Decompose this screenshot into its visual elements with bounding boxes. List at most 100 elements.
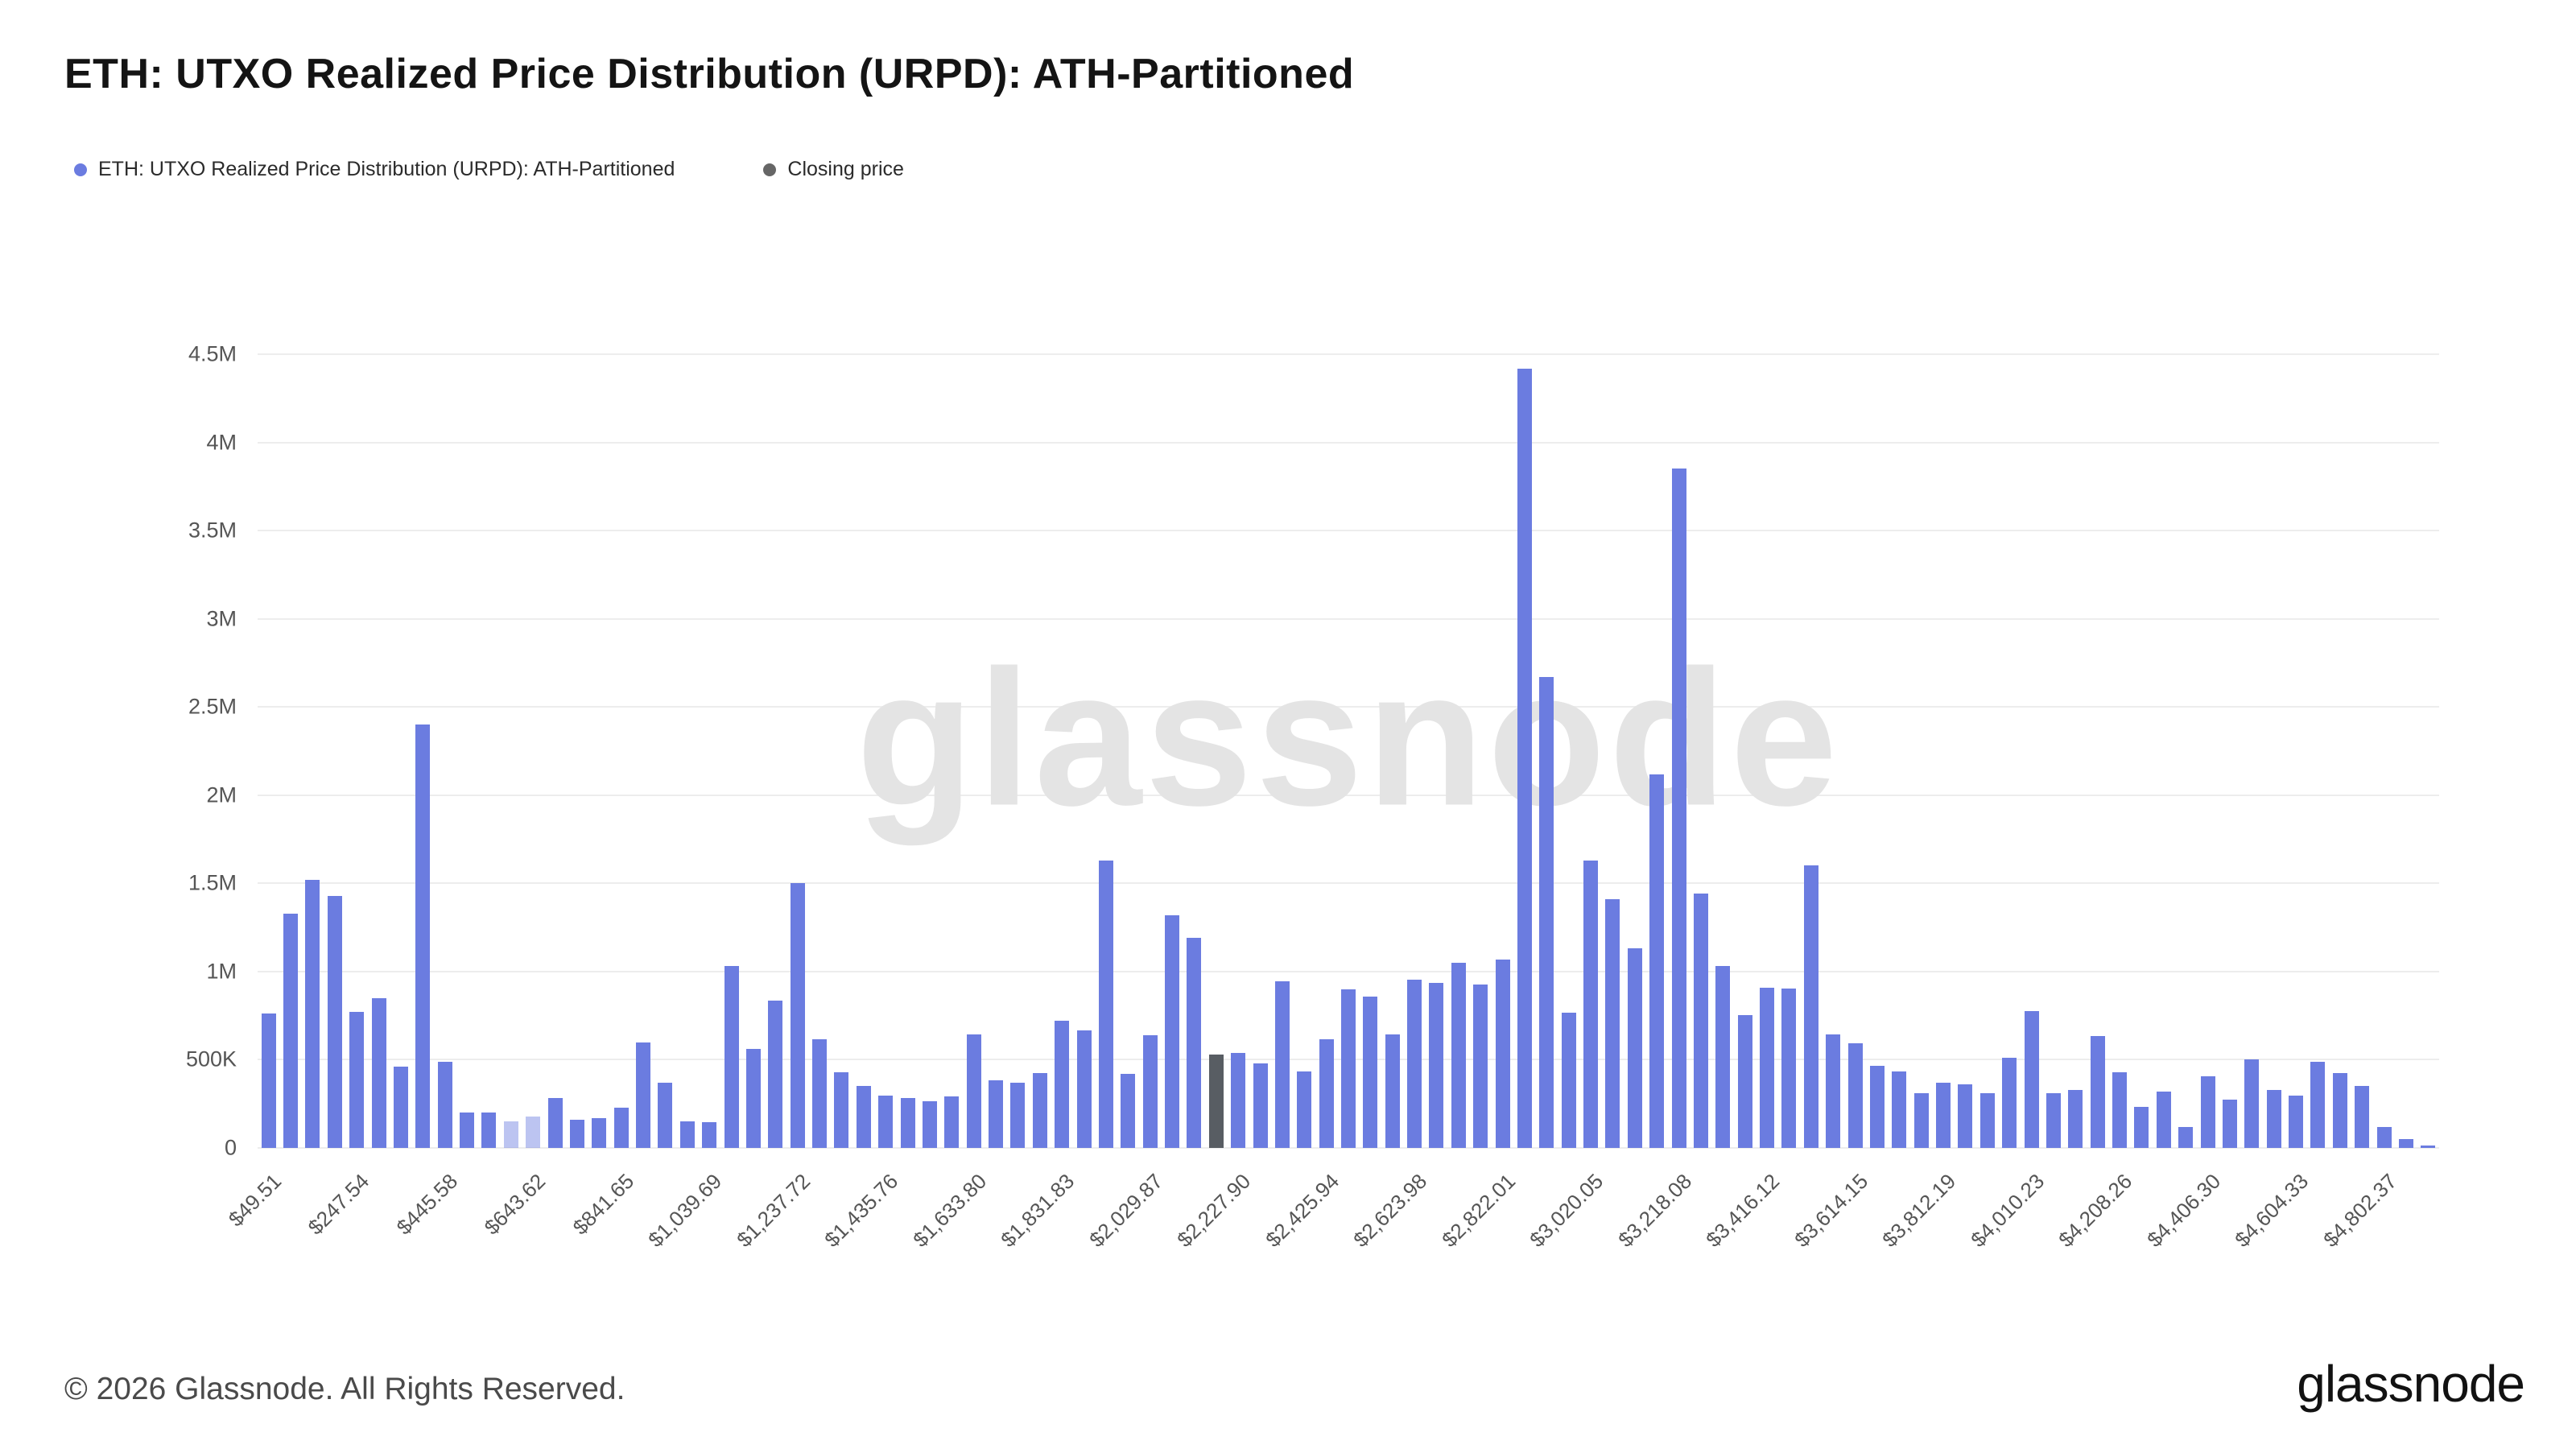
bar — [944, 1096, 960, 1148]
bar — [1913, 1093, 1929, 1148]
x-tick-label: $4,406.30 — [2141, 1169, 2225, 1253]
x-tick-label: $4,802.37 — [2318, 1169, 2401, 1253]
x-tick-label: $445.58 — [391, 1169, 462, 1240]
bar — [1363, 996, 1378, 1148]
bar — [1076, 1030, 1092, 1148]
bar — [1429, 983, 1444, 1148]
bar — [2090, 1035, 2105, 1148]
bar — [2178, 1126, 2194, 1148]
x-tick-label: $2,425.94 — [1260, 1169, 1344, 1253]
legend-item-closing-price[interactable]: Closing price — [763, 158, 904, 181]
bar — [1142, 1034, 1158, 1148]
bar — [1936, 1082, 1951, 1148]
bar — [1627, 948, 1642, 1148]
glassnode-logo: glassnode — [2297, 1355, 2525, 1413]
bar — [1187, 938, 1202, 1148]
bar — [2200, 1076, 2215, 1148]
bar — [1010, 1082, 1026, 1148]
bar — [569, 1119, 584, 1148]
bar — [460, 1113, 475, 1148]
plot-area: glassnode 0 500K 1M 1.5M 2M 2.5M 3M 3.5M 4M 4.5M $… — [186, 342, 2439, 1252]
y-tick-label: 0 — [224, 1135, 237, 1160]
x-tick-label: $2,227.90 — [1172, 1169, 1256, 1253]
bar — [1649, 774, 1665, 1148]
bar — [1583, 860, 1599, 1148]
bar — [2266, 1089, 2281, 1148]
y-tick-label: 1M — [206, 959, 237, 984]
gridline — [258, 353, 2439, 355]
legend-item-urpd[interactable]: ETH: UTXO Realized Price Distribution (U… — [74, 158, 675, 181]
closing-price-bar — [1208, 1054, 1224, 1148]
bar — [547, 1097, 563, 1148]
bar — [2222, 1099, 2237, 1148]
y-tick-label: 1.5M — [188, 870, 237, 895]
gridline — [258, 530, 2439, 532]
bar — [702, 1122, 717, 1148]
bar — [613, 1107, 629, 1148]
bar — [922, 1100, 937, 1148]
bar — [1098, 860, 1113, 1148]
bar — [526, 1116, 541, 1148]
y-tick-label: 3.5M — [188, 518, 237, 543]
chart-title: ETH: UTXO Realized Price Distribution (U… — [64, 51, 1355, 97]
y-tick-label: 3M — [206, 606, 237, 631]
y-tick-label: 4.5M — [188, 341, 237, 366]
bar — [1032, 1072, 1047, 1148]
bar — [834, 1071, 849, 1148]
bar — [2289, 1096, 2304, 1148]
bar — [1055, 1021, 1070, 1148]
bar — [2024, 1011, 2039, 1148]
legend: ETH: UTXO Realized Price Distribution (U… — [74, 158, 904, 181]
x-tick-label: $4,208.26 — [2054, 1169, 2137, 1253]
bar — [966, 1034, 981, 1148]
x-tick-label: $1,237.72 — [731, 1169, 815, 1253]
bar — [327, 895, 342, 1148]
x-tick-label: $3,812.19 — [1877, 1169, 1961, 1253]
bar — [856, 1086, 871, 1148]
bar — [1319, 1039, 1334, 1148]
x-tick-label: $1,039.69 — [643, 1169, 727, 1253]
watermark: glassnode — [856, 630, 1841, 846]
bar — [724, 966, 739, 1148]
gridline — [258, 1147, 2439, 1149]
y-tick-label: 4M — [206, 430, 237, 455]
bar — [679, 1121, 695, 1148]
bar — [1561, 1013, 1576, 1148]
bar — [371, 997, 386, 1148]
bar — [658, 1082, 673, 1148]
bar — [812, 1039, 828, 1148]
bar — [1715, 966, 1731, 1148]
bar — [2046, 1093, 2061, 1148]
bar — [2134, 1106, 2149, 1148]
y-tick-label: 2M — [206, 782, 237, 807]
bar — [437, 1061, 452, 1148]
bar — [636, 1042, 651, 1148]
bar — [261, 1013, 276, 1148]
x-tick-label: $247.54 — [303, 1169, 374, 1240]
x-tick-label: $2,623.98 — [1348, 1169, 1432, 1253]
bar — [768, 1001, 783, 1148]
bar — [1958, 1084, 1973, 1148]
bar — [1231, 1052, 1246, 1148]
bar — [1693, 894, 1708, 1148]
bar — [481, 1113, 497, 1148]
x-tick-label: $4,604.33 — [2230, 1169, 2314, 1253]
bar — [2332, 1072, 2347, 1148]
bar — [2244, 1059, 2260, 1148]
bar — [1671, 469, 1686, 1148]
bar — [745, 1049, 761, 1148]
gridline — [258, 706, 2439, 708]
bar — [1760, 987, 1775, 1148]
bar — [1605, 899, 1620, 1148]
bar — [1737, 1014, 1752, 1148]
gridline — [258, 441, 2439, 444]
gridline — [258, 882, 2439, 885]
x-tick-label: $3,416.12 — [1701, 1169, 1785, 1253]
bar — [1341, 989, 1356, 1148]
bar — [415, 724, 431, 1148]
bar — [2068, 1089, 2083, 1148]
bar — [900, 1097, 915, 1148]
bar — [1407, 979, 1422, 1148]
series-dot-icon — [74, 163, 87, 176]
legend-label-closing-price: Closing price — [787, 158, 904, 180]
